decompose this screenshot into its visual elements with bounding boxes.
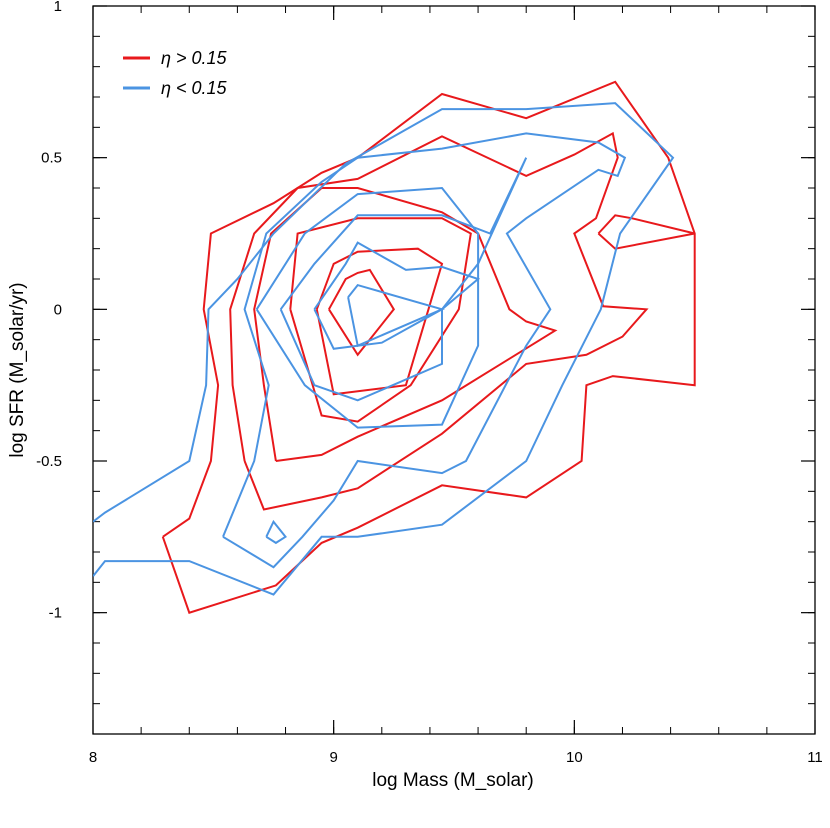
legend-label-series-1: η > 0.15 (161, 48, 228, 68)
plot-area (93, 80, 696, 614)
contour-line-series-2-level-2 (222, 132, 627, 569)
x-axis-label: log Mass (M_solar) (372, 770, 534, 791)
contour-line-series-2-level-3 (255, 186, 480, 429)
legend-label-series-2: η < 0.15 (161, 78, 228, 98)
contour-line-series-2-level-7 (265, 519, 287, 545)
y-tick-label: 1 (54, 0, 62, 15)
x-tick-label: 8 (89, 749, 97, 766)
contour-line-series-2-level-1 (93, 102, 675, 596)
legend: η > 0.15 η < 0.15 (123, 48, 228, 98)
contour-line-series-1-level-3 (229, 131, 649, 511)
contour-line-series-2-level-6 (347, 283, 445, 348)
y-tick-label: -1 (49, 605, 62, 622)
axis-ticks (92, 5, 816, 735)
contour-line-series-1-level-6 (315, 247, 444, 396)
y-tick-label: 0.5 (41, 150, 62, 167)
contour-line-series-2-level-4 (279, 157, 528, 402)
y-axis-label: log SFR (M_solar/yr) (7, 282, 28, 457)
contour-line-series-1-level-2 (161, 80, 696, 614)
x-tick-label: 11 (807, 749, 823, 766)
x-tick-label: 10 (566, 749, 583, 766)
contour-line-series-1-level-5 (289, 217, 472, 423)
plot-frame (92, 5, 816, 735)
x-tick-label: 9 (329, 749, 337, 766)
contour-line-series-1-level-7 (328, 268, 396, 357)
y-tick-label: 0 (54, 301, 62, 318)
contour-line-series-1-level-8 (597, 214, 695, 250)
y-tick-label: -0.5 (36, 453, 62, 470)
